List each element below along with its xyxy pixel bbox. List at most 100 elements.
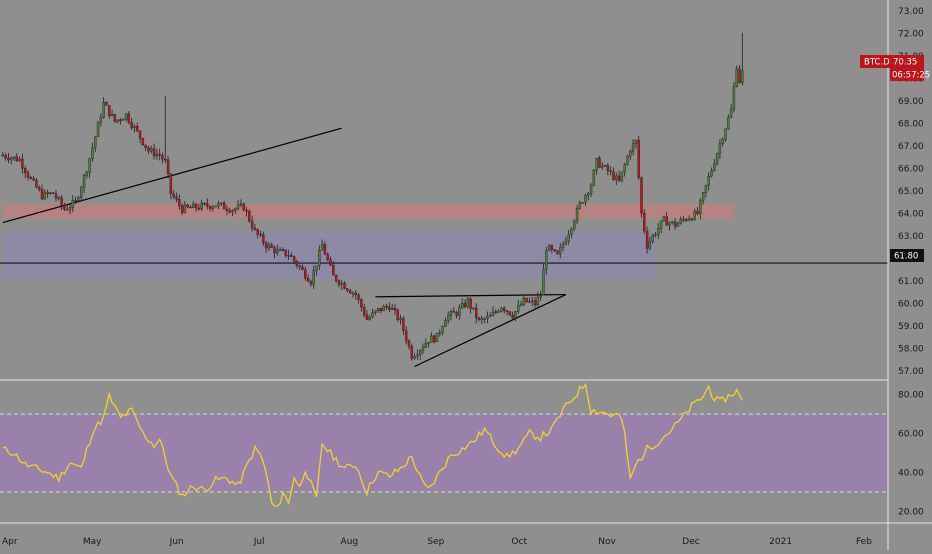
candle [183,201,187,214]
candle-body [522,297,526,305]
candle [489,312,492,317]
price-tick-label: 59.00 [898,322,924,332]
candle [469,297,472,314]
candle-body [399,318,402,320]
candle [21,153,24,174]
candle [172,190,175,200]
candle [54,189,58,202]
candle [435,333,439,343]
candle-body [267,244,271,249]
candle [508,311,512,316]
candle-body [379,308,383,312]
candle-body [668,222,671,226]
candle-body [475,307,478,319]
candle-body [194,203,198,209]
candle-body [91,147,94,159]
bar-countdown: 06:57:25 [892,71,930,81]
candle [236,199,240,211]
candle-body [556,250,559,255]
candle-body [480,318,484,321]
candle-body [738,68,741,84]
candle-body [197,207,201,210]
candle [110,109,114,117]
candle [281,247,285,252]
candle-body [693,210,696,220]
candle [192,201,195,208]
candle [284,249,287,258]
candle [531,296,534,307]
candle-body [648,241,652,249]
candle [390,303,394,311]
trendline-2[interactable] [375,293,566,298]
candle [682,215,685,223]
candle [421,343,425,355]
candle-body [105,101,108,106]
candle [651,233,654,244]
candle-body [615,175,618,180]
time-tick-label: Sep [427,537,444,547]
candle-body [242,203,245,211]
candle [609,166,612,176]
trendline-0[interactable] [2,127,342,224]
candle [603,164,607,167]
time-axis[interactable]: Apr May Jun Jul Aug Sep Oct Nov Dec 2021 Feb [2,537,872,547]
candle [82,173,86,194]
candle-body [407,340,411,347]
candle [208,205,212,212]
candle [376,307,380,313]
candle-body [144,144,147,148]
candle [727,114,730,131]
zone-0[interactable] [2,204,734,219]
rsi-tick-label: 60.00 [898,430,924,440]
candle-body [220,202,223,205]
candle [175,192,178,203]
candle-body [150,148,153,152]
candle [68,203,72,215]
candle [323,241,327,255]
candle [606,163,610,176]
candle-body [315,265,318,271]
candle-body [435,333,439,343]
candle-body [256,229,259,235]
rsi-line[interactable] [2,382,743,507]
candle-body [24,168,27,173]
candle [724,128,727,143]
candle-body [298,265,301,268]
candle-body [606,165,610,172]
rsi-axis[interactable]: 20.00 40.00 60.00 80.00 [898,391,924,518]
candle-body [26,172,30,178]
candle-body [270,244,273,248]
candle-body [337,280,341,285]
last-price-value: 70.35 [893,58,917,68]
candle-body [735,68,738,87]
candle [4,152,7,161]
candle [32,176,35,182]
candle-body [466,298,470,307]
candle-body [74,200,77,202]
candle [615,172,618,186]
candle [337,279,341,288]
candle [589,183,593,198]
candle [427,342,430,348]
candle-body [500,307,503,312]
candle-body [514,311,517,319]
candle [312,265,315,290]
candle-body [211,206,215,209]
candle [441,325,444,336]
candle [309,279,313,287]
candle-body [553,249,556,251]
candle [12,156,16,161]
candle [480,315,484,325]
candle-body [589,185,593,194]
candle-body [259,234,262,236]
candle-body [323,244,327,255]
trendline-1[interactable] [414,294,567,368]
candle-body [217,203,220,207]
candle-body [715,153,719,165]
candle-body [637,139,640,178]
candle [687,215,691,221]
zone-1[interactable] [2,231,656,279]
candle [519,301,523,307]
candle-body [727,117,730,130]
